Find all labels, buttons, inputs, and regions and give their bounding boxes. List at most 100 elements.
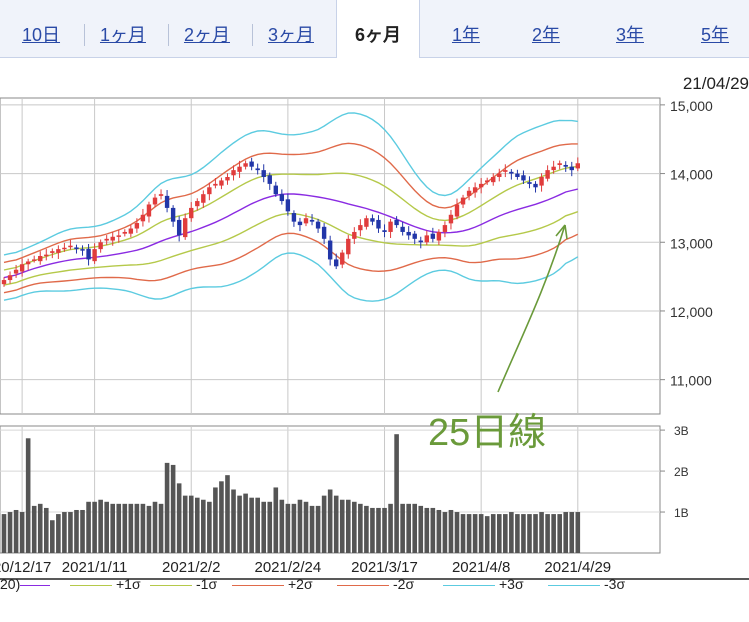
candle-body [255,168,260,171]
legend-swatch [20,584,51,586]
volume-bar [394,434,399,553]
volume-bar [56,514,61,553]
volume-bar [406,503,411,553]
candle-body [104,238,109,241]
candle-body [19,264,25,272]
candle-body [340,252,345,265]
volume-bar [364,505,369,553]
candle-body [418,240,423,243]
volume-bar [539,512,544,553]
tab-1[interactable]: 10日 [21,25,61,45]
tab-separator [84,24,85,46]
legend-item: +3σ [443,576,524,592]
legend-item: -2σ [337,576,414,592]
x-tick-label: 2021/2/2 [162,559,220,576]
tab-4[interactable]: 3ヶ月 [267,25,314,45]
volume-bar [231,489,236,553]
candle-body [195,201,200,207]
legend-label: -2σ [393,576,415,592]
legend-item: +1σ [70,576,141,592]
volume-bar [19,512,25,553]
volume-bar [255,497,260,553]
price-tick-label: 14,000 [670,167,713,183]
candle-body [334,259,339,267]
volume-bar [146,505,152,553]
volume-bar [515,514,520,553]
volume-bar [575,512,581,553]
candle-body [346,238,351,255]
candle-body [267,175,272,184]
tab-6[interactable]: 1年 [451,25,480,45]
volume-bar [285,503,291,553]
legend-label: -3σ [604,576,626,592]
legend-label: +1σ [116,576,141,592]
volume-bar [134,503,140,553]
volume-bar [1,514,7,553]
volume-bar [104,501,109,553]
tab-3[interactable]: 2ヶ月 [183,25,230,45]
tab-2[interactable]: 1ヶ月 [99,25,146,45]
candle-body [62,247,67,250]
candle-body [376,219,381,229]
volume-bar [490,514,496,553]
candle-body [38,256,43,262]
candle-body [44,254,49,257]
x-tick-label: 2021/1/11 [62,559,128,576]
volume-bar [291,503,297,553]
legend-swatch [70,584,112,586]
volume-bar [62,512,67,553]
volume-bar [213,487,218,553]
volume-bar [418,505,424,553]
volume-bar [279,499,285,553]
volume-bar [339,499,345,553]
tab-9[interactable]: 5年 [700,25,729,45]
candle-body [557,163,562,165]
volume-bar [128,503,134,553]
candle-body [183,218,188,238]
candle-body [370,218,375,222]
volume-bar [98,499,103,553]
volume-bar [478,514,484,553]
legend-label: -1σ [196,576,218,592]
candle-body [460,197,466,205]
x-tick-label: 2021/4/29 [544,559,611,576]
legend-label: 20) [0,576,21,592]
tab-7[interactable]: 2年 [531,25,560,45]
candle-body [382,230,387,232]
candle-body [207,187,212,195]
candle-body [50,251,55,253]
volume-bar [557,514,562,553]
tab-separator [168,24,169,46]
tab-5[interactable]: 6ヶ月 [336,0,420,58]
candle-body [327,240,333,260]
candle-body [533,183,538,188]
tab-8[interactable]: 3年 [615,25,644,45]
volume-bar [68,512,73,553]
candle-body [563,164,568,167]
volume-bar [321,495,327,553]
x-tick-label: 2021/4/8 [452,559,510,576]
legend-swatch [337,584,389,586]
volume-bar [110,503,116,553]
candle-body [315,221,321,229]
candle-body [98,242,103,250]
volume-bar [43,507,49,553]
volume-bar [315,505,321,553]
volume-tick-label: 2B [674,465,689,479]
candle-body [472,187,478,193]
plus-3-sigma-line [3,112,578,256]
candle-body [400,226,405,232]
volume-bar [400,503,405,553]
candle-body [509,171,514,174]
minus-3-sigma-line [3,252,579,302]
candle-body [309,219,315,222]
candle-body [80,249,85,251]
tab-separator [252,24,253,46]
candle-body [545,170,550,179]
candle-body [412,233,417,239]
candle-body [86,248,91,260]
volume-bar [509,512,514,553]
candle-body [110,236,115,241]
volume-bar [207,501,212,553]
candle-body [225,177,230,181]
